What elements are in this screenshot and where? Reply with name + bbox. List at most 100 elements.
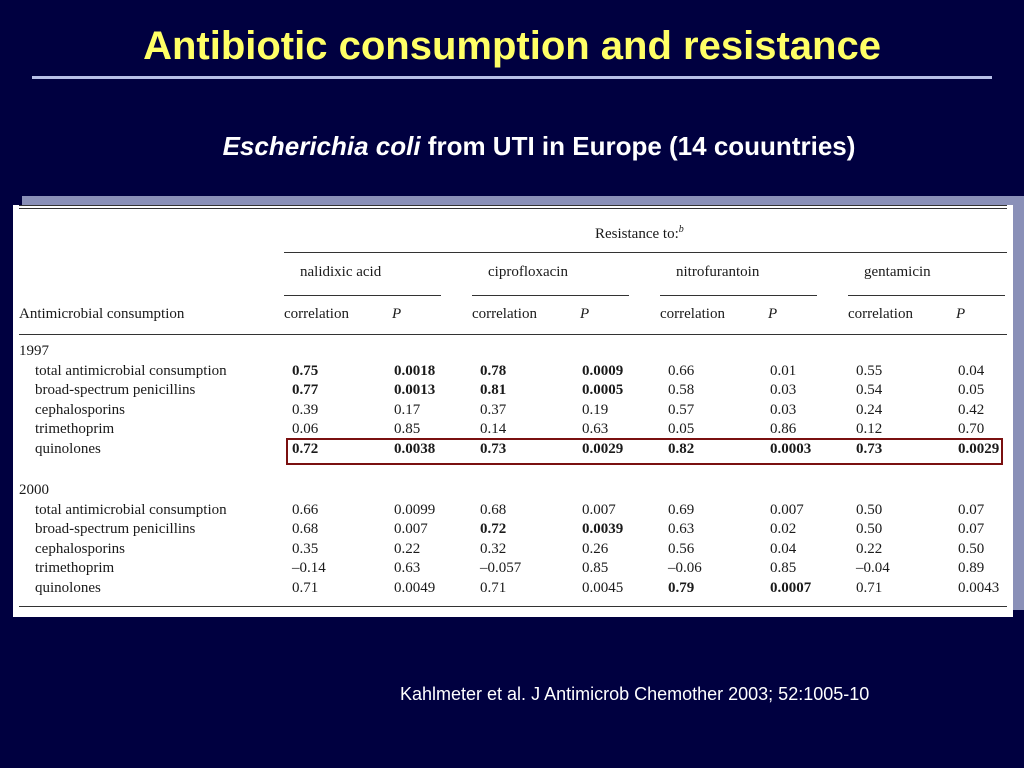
table-cell: 0.82	[668, 441, 695, 457]
table-cell: 0.73	[480, 441, 507, 457]
table-cell: 0.50	[856, 501, 883, 518]
drug-header: nalidixic acid	[300, 264, 382, 280]
year-label: 1997	[19, 343, 49, 359]
table-cell: 0.007	[394, 521, 428, 538]
table-cell: 0.0003	[770, 441, 812, 457]
table-cell: 0.35	[292, 540, 319, 557]
table-cell: 0.0007	[770, 580, 812, 596]
table-cell: 0.0018	[394, 362, 436, 379]
table-cell: 0.71	[292, 580, 319, 596]
table-cell: 0.63	[582, 421, 609, 438]
table-cell: 0.55	[856, 362, 883, 379]
table-cell: 0.66	[668, 362, 695, 379]
table-panel: Resistance to:b Antimicrobial consumptio…	[13, 205, 1013, 617]
table-cell: 0.02	[770, 521, 797, 538]
drug-underline	[284, 295, 441, 296]
table-cell: 0.19	[582, 401, 609, 418]
table-cell: 0.007	[582, 501, 616, 518]
table-bottom-rule	[19, 606, 1007, 607]
table-cell: 0.69	[668, 501, 695, 518]
quinolones-1997-highlight	[286, 438, 1003, 465]
table-cell: 0.04	[958, 362, 985, 379]
table-row-label: trimethoprim	[35, 560, 115, 577]
table-cell: 0.63	[394, 560, 421, 577]
table-cell: 0.22	[856, 540, 883, 557]
resistance-header: Resistance to:b	[595, 224, 684, 242]
row-header: Antimicrobial consumption	[19, 306, 185, 322]
table-cell: 0.42	[958, 401, 985, 418]
table-cell: 0.06	[292, 421, 319, 438]
p-header: P	[768, 306, 778, 322]
table-cell: 0.0039	[582, 521, 624, 538]
table-cell: 0.24	[856, 401, 883, 418]
table-top-rule	[19, 205, 1007, 206]
table-cell: 0.72	[480, 521, 507, 538]
drug-underline	[848, 295, 1005, 296]
p-header: P	[392, 306, 402, 322]
table-cell: 0.0049	[394, 580, 436, 596]
table-cell: 0.04	[770, 540, 797, 557]
correlation-header: correlation	[284, 306, 349, 322]
slide-subtitle: Escherichia coli from UTI in Europe (14 …	[0, 128, 1024, 164]
table-cell: 0.07	[958, 501, 985, 518]
table-cell: 0.58	[668, 382, 695, 399]
drug-header: nitrofurantoin	[676, 264, 760, 280]
table-cell: 0.73	[856, 441, 883, 457]
table-cell: 0.0029	[582, 441, 624, 457]
year-label: 2000	[19, 482, 49, 498]
table-cell: 0.12	[856, 421, 883, 438]
table-cell: 0.39	[292, 401, 319, 418]
drug-underline	[660, 295, 817, 296]
table-cell: 0.77	[292, 382, 319, 399]
table-cell: 0.17	[394, 401, 421, 418]
citation: Kahlmeter et al. J Antimicrob Chemother …	[400, 684, 870, 704]
table-cell: 0.68	[292, 521, 319, 538]
table-cell: 0.05	[958, 382, 985, 399]
table-cell: 0.0013	[394, 382, 436, 399]
table-cell: 0.0045	[582, 580, 624, 596]
table-cell: 0.81	[480, 382, 507, 399]
table-cell: 0.71	[856, 580, 883, 596]
table-row-label: total antimicrobial consumption	[35, 362, 227, 379]
subtitle-text: from UTI in Europe (14 couuntries)	[420, 131, 856, 161]
table-cell: 0.26	[582, 540, 609, 557]
table-cell: 0.79	[668, 580, 695, 596]
table-cell: 0.14	[480, 421, 507, 438]
subtitle-organism: Escherichia coli	[222, 131, 421, 161]
table-cell: 0.07	[958, 521, 985, 538]
slide-title: Antibiotic consumption and resistance	[143, 24, 881, 68]
table-cell: 0.75	[292, 362, 319, 379]
table-cell: 0.03	[770, 401, 797, 418]
table-row-label: quinolones	[35, 441, 101, 457]
title-divider	[32, 76, 992, 79]
table-top-rule-2	[19, 208, 1007, 209]
correlation-header: correlation	[472, 306, 537, 322]
table-cell: –0.06	[668, 560, 702, 577]
table-row-label: quinolones	[35, 580, 101, 596]
table-row-label: trimethoprim	[35, 421, 115, 438]
table-cell: –0.14	[292, 560, 326, 577]
table-cell: –0.057	[480, 560, 522, 577]
table-cell: 0.57	[668, 401, 695, 418]
drug-underline	[472, 295, 629, 296]
table-cell: 0.71	[480, 580, 507, 596]
table-cell: 0.85	[394, 421, 421, 438]
table-cell: 0.78	[480, 362, 507, 379]
table-cell: –0.04	[856, 560, 890, 577]
table-cell: 0.0043	[958, 580, 1000, 596]
table-cell: 0.007	[770, 501, 804, 518]
table-cell: 0.72	[292, 441, 319, 457]
table-cell: 0.56	[668, 540, 695, 557]
table-cell: 0.85	[582, 560, 609, 577]
table-row-label: total antimicrobial consumption	[35, 501, 227, 518]
table-cell: 0.22	[394, 540, 421, 557]
table-cell: 0.0099	[394, 501, 436, 518]
table-cell: 0.03	[770, 382, 797, 399]
resistance-underline	[284, 252, 1007, 253]
table-cell: 0.01	[770, 362, 797, 379]
table-cell: 0.68	[480, 501, 507, 518]
table-cell: 0.0038	[394, 441, 436, 457]
table-cell: 0.63	[668, 521, 695, 538]
drug-header: ciprofloxacin	[488, 264, 568, 280]
table-cell: 0.0009	[582, 362, 624, 379]
